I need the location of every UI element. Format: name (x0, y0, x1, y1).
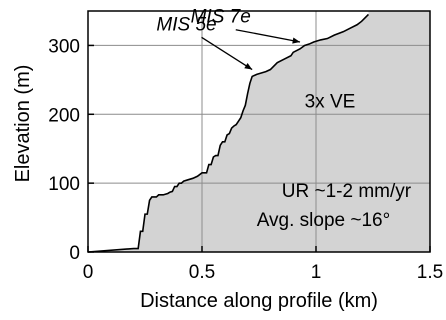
x-axis-title: Distance along profile (km) (140, 290, 378, 312)
y-tick-label: 0 (69, 243, 80, 264)
profile-line (87, 13, 370, 253)
x-tick-label: 0 (83, 262, 94, 283)
x-tick-label: 1 (311, 262, 322, 283)
annotation-arrowhead (244, 62, 253, 70)
annotation-4: Avg. slope ~16° (257, 210, 390, 231)
annotation-3: UR ~1-2 mm/yr (282, 181, 412, 202)
annotation-arrow (235, 29, 301, 43)
y-tick-label: 100 (48, 174, 80, 195)
annotation-arrowhead (292, 37, 301, 44)
annotation-arrow (201, 36, 253, 71)
plot-frame (87, 10, 431, 253)
x-tick-label: 0.5 (189, 262, 215, 283)
annotation-0: MIS 5e (156, 14, 216, 35)
x-tick-label: 1.5 (417, 262, 443, 283)
y-tick-label: 300 (48, 36, 80, 57)
annotation-2: 3x VE (305, 91, 356, 112)
y-axis-title: Elevation (m) (12, 65, 34, 183)
profile-fill (88, 11, 430, 252)
annotation-1: MIS 7e (191, 7, 251, 28)
y-tick-label: 200 (48, 105, 80, 126)
